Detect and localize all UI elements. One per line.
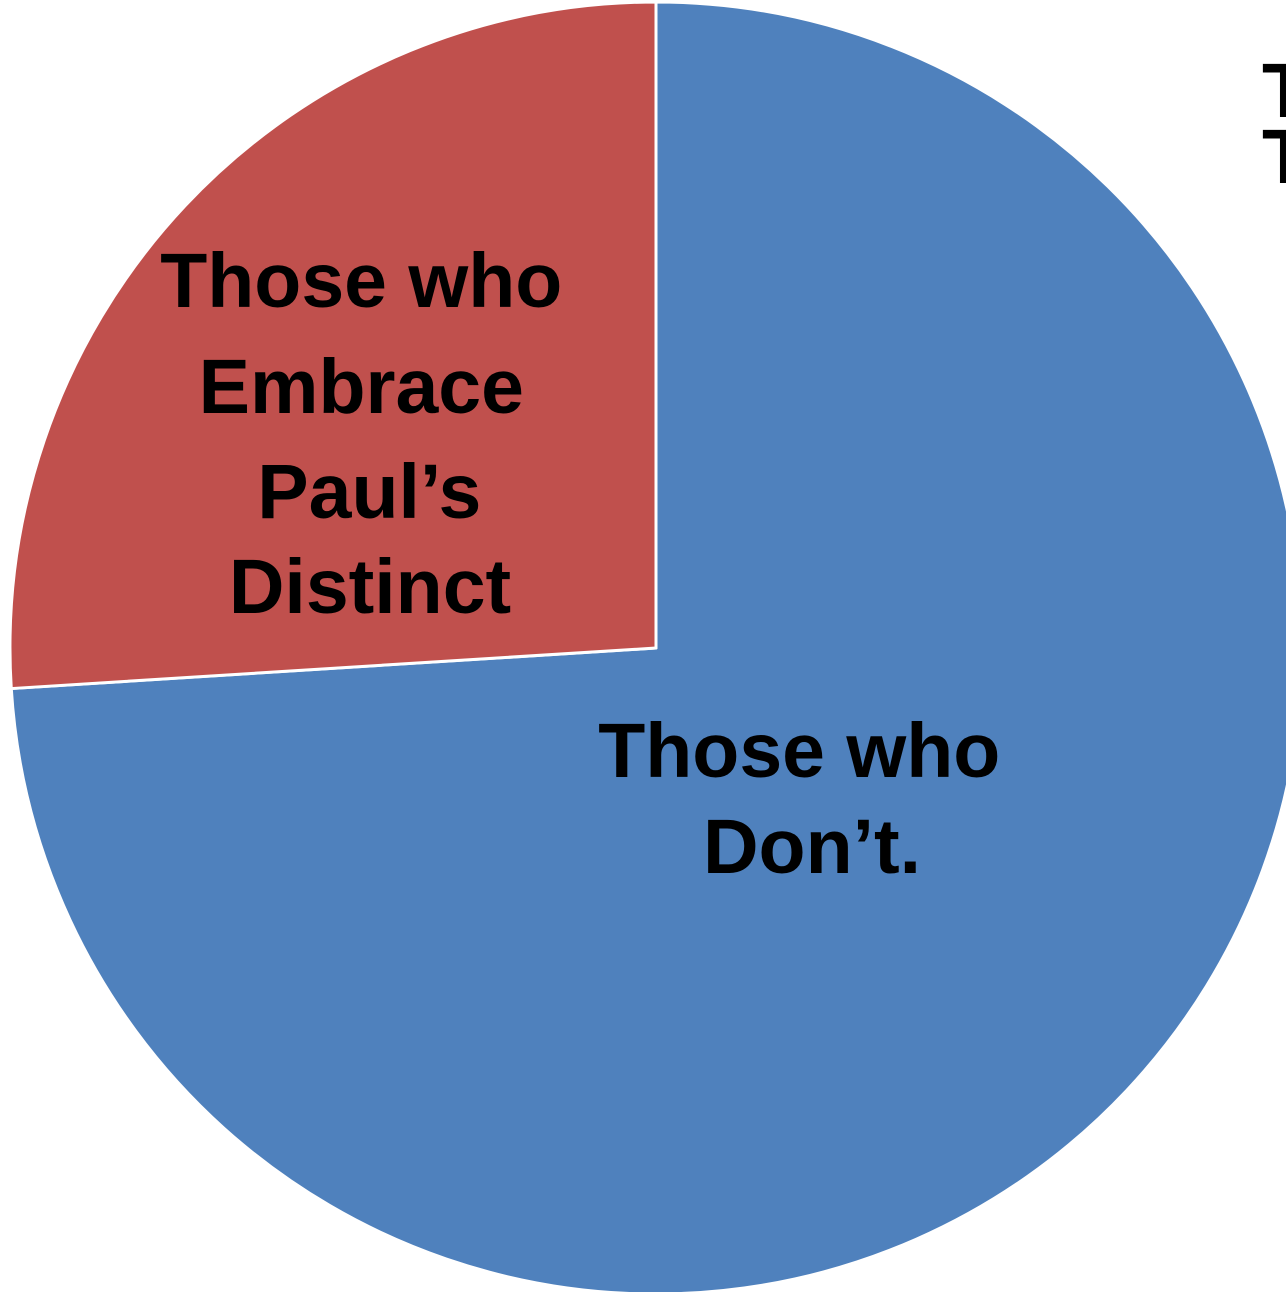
slice-label-dont-line-1: Those who — [598, 708, 1000, 794]
slice-label-embrace-line-3: Paul’s — [257, 449, 481, 535]
slice-label-embrace-line-1: Those who — [160, 238, 562, 324]
pie-slice-dont — [9, 0, 1286, 1292]
cropped-text-right-2: T — [1262, 114, 1286, 200]
slice-label-embrace-line-2: Embrace — [199, 344, 524, 430]
pie-slice-embrace — [8, 0, 658, 691]
slice-label-dont: Those who Don’t. — [598, 708, 1022, 890]
slice-label-embrace: Those who Embrace Paul’s Distinct — [160, 238, 584, 630]
slice-label-embrace-line-4: Distinct — [229, 544, 511, 630]
pie-slices — [8, 0, 1286, 1292]
cropped-text-right-1: T — [1262, 48, 1286, 134]
slice-label-dont-line-2: Don’t. — [703, 804, 921, 890]
